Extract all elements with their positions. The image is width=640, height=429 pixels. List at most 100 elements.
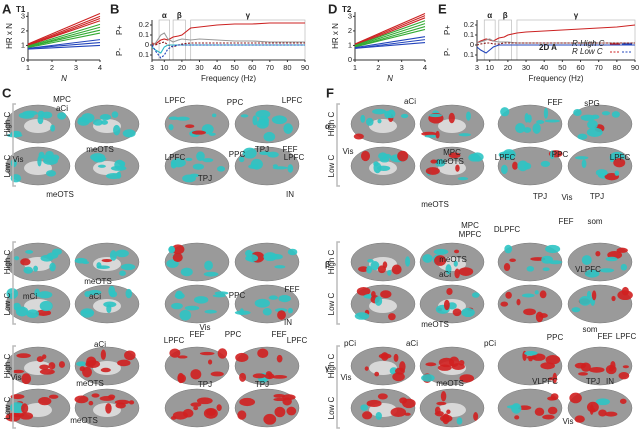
activation [245, 249, 253, 257]
activation [448, 112, 455, 124]
activation [237, 410, 247, 420]
row-label: High C [327, 112, 336, 137]
region-label: LPFC [282, 96, 303, 105]
activation [26, 309, 39, 319]
activation [286, 406, 297, 416]
activation [120, 263, 136, 271]
activation [512, 161, 518, 170]
activation [250, 158, 263, 170]
y-tick-label: 0 [470, 40, 474, 49]
activation [532, 123, 541, 134]
region-label: meOTS [84, 277, 112, 286]
activation [264, 373, 275, 380]
region-label: TPJ [255, 380, 269, 389]
activation [287, 164, 294, 173]
activation [262, 307, 272, 316]
activation [515, 123, 526, 134]
activation [545, 355, 561, 365]
activation [190, 369, 202, 380]
activation [578, 372, 589, 376]
activation [203, 271, 219, 277]
activation [171, 244, 185, 255]
activation [20, 258, 31, 266]
region-label: meOTS [86, 145, 114, 154]
activation [521, 293, 535, 298]
series-line [354, 41, 426, 49]
activation [109, 250, 117, 261]
y-tick-label: 0 [145, 40, 149, 49]
activation [547, 396, 557, 401]
activation [443, 299, 450, 311]
activation [274, 265, 286, 269]
x-axis-label: N [387, 74, 393, 83]
y-tick-label: 0.2 [464, 20, 474, 29]
activation [579, 296, 592, 306]
activation [51, 154, 60, 161]
row-label: High C [327, 354, 336, 379]
activation [445, 264, 452, 275]
x-tick-label: 20 [178, 63, 186, 72]
x-tick-label: 20 [504, 63, 512, 72]
activation [539, 290, 547, 299]
activation [595, 251, 601, 257]
y-tick-label: 0 [348, 55, 352, 64]
series-line [27, 44, 101, 50]
activation [574, 156, 589, 160]
activation [58, 361, 66, 368]
x-axis-label: Frequency (Hz) [201, 74, 256, 83]
activation [268, 295, 279, 300]
series-line [27, 23, 101, 47]
activation [168, 124, 174, 131]
activation [581, 255, 592, 265]
region-label: meOTS [70, 416, 98, 425]
region-label: MPC [443, 148, 461, 157]
band-label: β [177, 11, 182, 20]
activation [85, 360, 101, 368]
activation [599, 268, 615, 273]
activation [100, 119, 109, 125]
band-label: α [162, 11, 167, 20]
activation [90, 153, 106, 162]
activation [498, 151, 515, 159]
region-label: LPFC [164, 336, 185, 345]
x-tick-label: 90 [301, 63, 309, 72]
bracket [12, 103, 16, 187]
brain [567, 284, 633, 324]
activation [619, 398, 627, 404]
activation [25, 250, 34, 254]
series-line [354, 20, 426, 46]
x-tick-label: 4 [423, 63, 427, 72]
activation [577, 133, 588, 140]
activation [542, 267, 550, 272]
band-label: β [503, 11, 508, 20]
activation [371, 291, 376, 298]
legend-entry: R Low C [572, 47, 603, 56]
region-label: meOTS [421, 320, 449, 329]
region-label: TPJ [586, 377, 600, 386]
activation [99, 114, 112, 121]
activation [405, 256, 411, 267]
series-line [27, 32, 101, 49]
brain-medial [24, 161, 52, 175]
activation [584, 269, 600, 278]
activation [471, 292, 480, 298]
series-line [27, 15, 101, 46]
activation [91, 393, 100, 398]
activation [10, 413, 25, 418]
region-label: LPFC [284, 153, 305, 162]
activation [105, 173, 122, 180]
activation [21, 403, 29, 414]
x-axis-label: N [61, 74, 67, 83]
activation [517, 160, 529, 172]
activation [362, 411, 373, 420]
legend-entry: R High C [572, 39, 605, 48]
activation [454, 268, 460, 279]
region-label: som [587, 217, 602, 226]
activation [192, 163, 205, 170]
x-tick-label: 70 [266, 63, 274, 72]
region-label: meOTS [436, 157, 464, 166]
activation [240, 114, 249, 118]
activation [84, 290, 91, 298]
activation [278, 294, 291, 303]
activation [588, 366, 605, 373]
